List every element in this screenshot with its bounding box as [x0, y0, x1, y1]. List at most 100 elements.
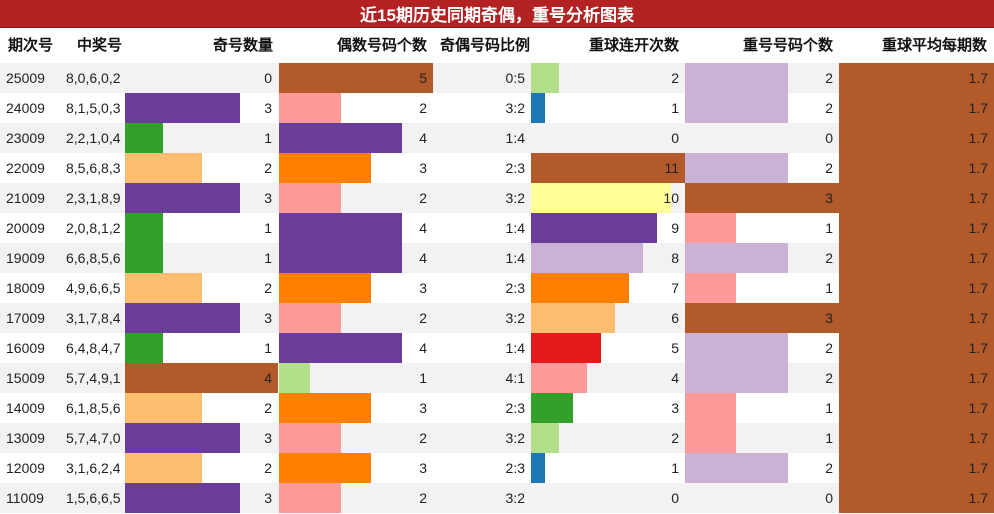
even-count-bar — [279, 93, 341, 123]
odd-count-value: 3 — [264, 100, 272, 116]
even-count-bar — [279, 243, 402, 273]
repeat-count-value: 1 — [825, 280, 833, 296]
winning-numbers-cell: 4,9,6,6,5 — [60, 273, 125, 303]
header-even-count: 偶数号码个数 — [336, 37, 427, 54]
odd-count-cell: 2 — [125, 273, 278, 303]
repeat-count-cell: 3 — [685, 183, 839, 213]
table-row: 22009 8,5,6,8,3 2 3 2:3 11 2 1.7 — [0, 153, 994, 183]
repeat-count-cell: 2 — [685, 93, 839, 123]
even-count-value: 2 — [419, 430, 427, 446]
repeat-average-value: 1.7 — [968, 460, 988, 476]
repeat-average-bar — [839, 363, 994, 393]
odd-count-bar — [125, 423, 240, 453]
winning-numbers-cell: 3,1,7,8,4 — [60, 303, 125, 333]
repeat-average-value: 1.7 — [968, 370, 988, 386]
odd-even-ratio-cell: 3:2 — [433, 183, 531, 213]
repeat-streak-cell: 5 — [531, 333, 685, 363]
period-number-cell: 22009 — [0, 153, 60, 183]
period-number-cell: 12009 — [0, 453, 60, 483]
repeat-average-bar — [839, 393, 994, 423]
repeat-streak-cell: 11 — [531, 153, 685, 183]
repeat-average-value: 1.7 — [968, 310, 988, 326]
odd-count-cell: 2 — [125, 393, 278, 423]
winning-numbers: 2,0,8,1,2 — [66, 220, 121, 236]
repeat-streak-bar — [531, 243, 643, 273]
repeat-count-value: 2 — [825, 100, 833, 116]
period-number-cell: 15009 — [0, 363, 60, 393]
repeat-average-cell: 1.7 — [839, 183, 994, 213]
repeat-average-cell: 1.7 — [839, 393, 994, 423]
odd-count-value: 3 — [264, 310, 272, 326]
odd-even-ratio-cell: 0:5 — [433, 63, 531, 93]
odd-even-ratio-cell: 3:2 — [433, 303, 531, 333]
odd-even-ratio-cell: 3:2 — [433, 93, 531, 123]
repeat-count-value: 1 — [825, 400, 833, 416]
repeat-average-bar — [839, 63, 994, 93]
repeat-streak-cell: 6 — [531, 303, 685, 333]
repeat-count-value: 1 — [825, 430, 833, 446]
repeat-streak-value: 1 — [671, 100, 679, 116]
odd-count-value: 3 — [264, 190, 272, 206]
repeat-average-bar — [839, 483, 994, 513]
odd-count-value: 1 — [264, 340, 272, 356]
period-number-cell: 19009 — [0, 243, 60, 273]
winning-numbers-cell: 3,1,6,2,4 — [60, 453, 125, 483]
repeat-streak-value: 6 — [671, 310, 679, 326]
repeat-average-bar — [839, 93, 994, 123]
odd-count-cell: 2 — [125, 453, 278, 483]
winning-numbers-cell: 6,6,8,5,6 — [60, 243, 125, 273]
period-number-cell: 11009 — [0, 483, 60, 513]
winning-numbers-cell: 5,7,4,9,1 — [60, 363, 125, 393]
even-count-value: 4 — [419, 340, 427, 356]
even-count-bar — [279, 153, 371, 183]
even-count-bar — [279, 303, 341, 333]
table-row: 20009 2,0,8,1,2 1 4 1:4 9 1 1.7 — [0, 213, 994, 243]
repeat-streak-cell: 1 — [531, 93, 685, 123]
even-count-bar — [279, 213, 402, 243]
period-number: 11009 — [6, 490, 44, 506]
even-count-bar — [279, 183, 341, 213]
repeat-streak-bar — [531, 393, 573, 423]
winning-numbers-cell: 2,0,8,1,2 — [60, 213, 125, 243]
odd-even-ratio: 4:1 — [505, 370, 525, 386]
repeat-streak-value: 2 — [671, 430, 679, 446]
odd-even-ratio: 3:2 — [505, 100, 525, 116]
even-count-cell: 4 — [279, 243, 433, 273]
repeat-average-value: 1.7 — [968, 250, 988, 266]
period-number-cell: 24009 — [0, 93, 60, 123]
repeat-streak-cell: 2 — [531, 63, 685, 93]
even-count-value: 5 — [419, 70, 427, 86]
repeat-count-value: 1 — [825, 220, 833, 236]
repeat-average-value: 1.7 — [968, 430, 988, 446]
odd-count-bar — [125, 213, 163, 243]
repeat-average-value: 1.7 — [968, 280, 988, 296]
repeat-streak-value: 7 — [671, 280, 679, 296]
odd-count-bar — [125, 453, 202, 483]
period-number: 12009 — [6, 460, 45, 476]
repeat-average-value: 1.7 — [968, 340, 988, 356]
table-row: 17009 3,1,7,8,4 3 2 3:2 6 3 1.7 — [0, 303, 994, 333]
repeat-streak-bar — [531, 363, 587, 393]
odd-count-cell: 1 — [125, 333, 278, 363]
repeat-average-value: 1.7 — [968, 70, 988, 86]
repeat-average-bar — [839, 183, 994, 213]
period-number-cell: 17009 — [0, 303, 60, 333]
repeat-streak-cell: 8 — [531, 243, 685, 273]
repeat-streak-bar — [531, 93, 545, 123]
period-number: 14009 — [6, 400, 45, 416]
even-count-cell: 3 — [279, 453, 433, 483]
repeat-count-cell: 0 — [685, 123, 839, 153]
odd-even-ratio: 2:3 — [505, 460, 525, 476]
period-number-cell: 18009 — [0, 273, 60, 303]
period-number: 13009 — [6, 430, 45, 446]
even-count-cell: 3 — [279, 393, 433, 423]
odd-even-ratio-cell: 3:2 — [433, 483, 531, 513]
period-number: 16009 — [6, 340, 45, 356]
even-count-value: 4 — [419, 130, 427, 146]
repeat-streak-cell: 0 — [531, 123, 685, 153]
repeat-streak-cell: 9 — [531, 213, 685, 243]
odd-count-bar — [125, 333, 163, 363]
repeat-streak-value: 5 — [671, 340, 679, 356]
period-number-cell: 23009 — [0, 123, 60, 153]
repeat-average-cell: 1.7 — [839, 123, 994, 153]
